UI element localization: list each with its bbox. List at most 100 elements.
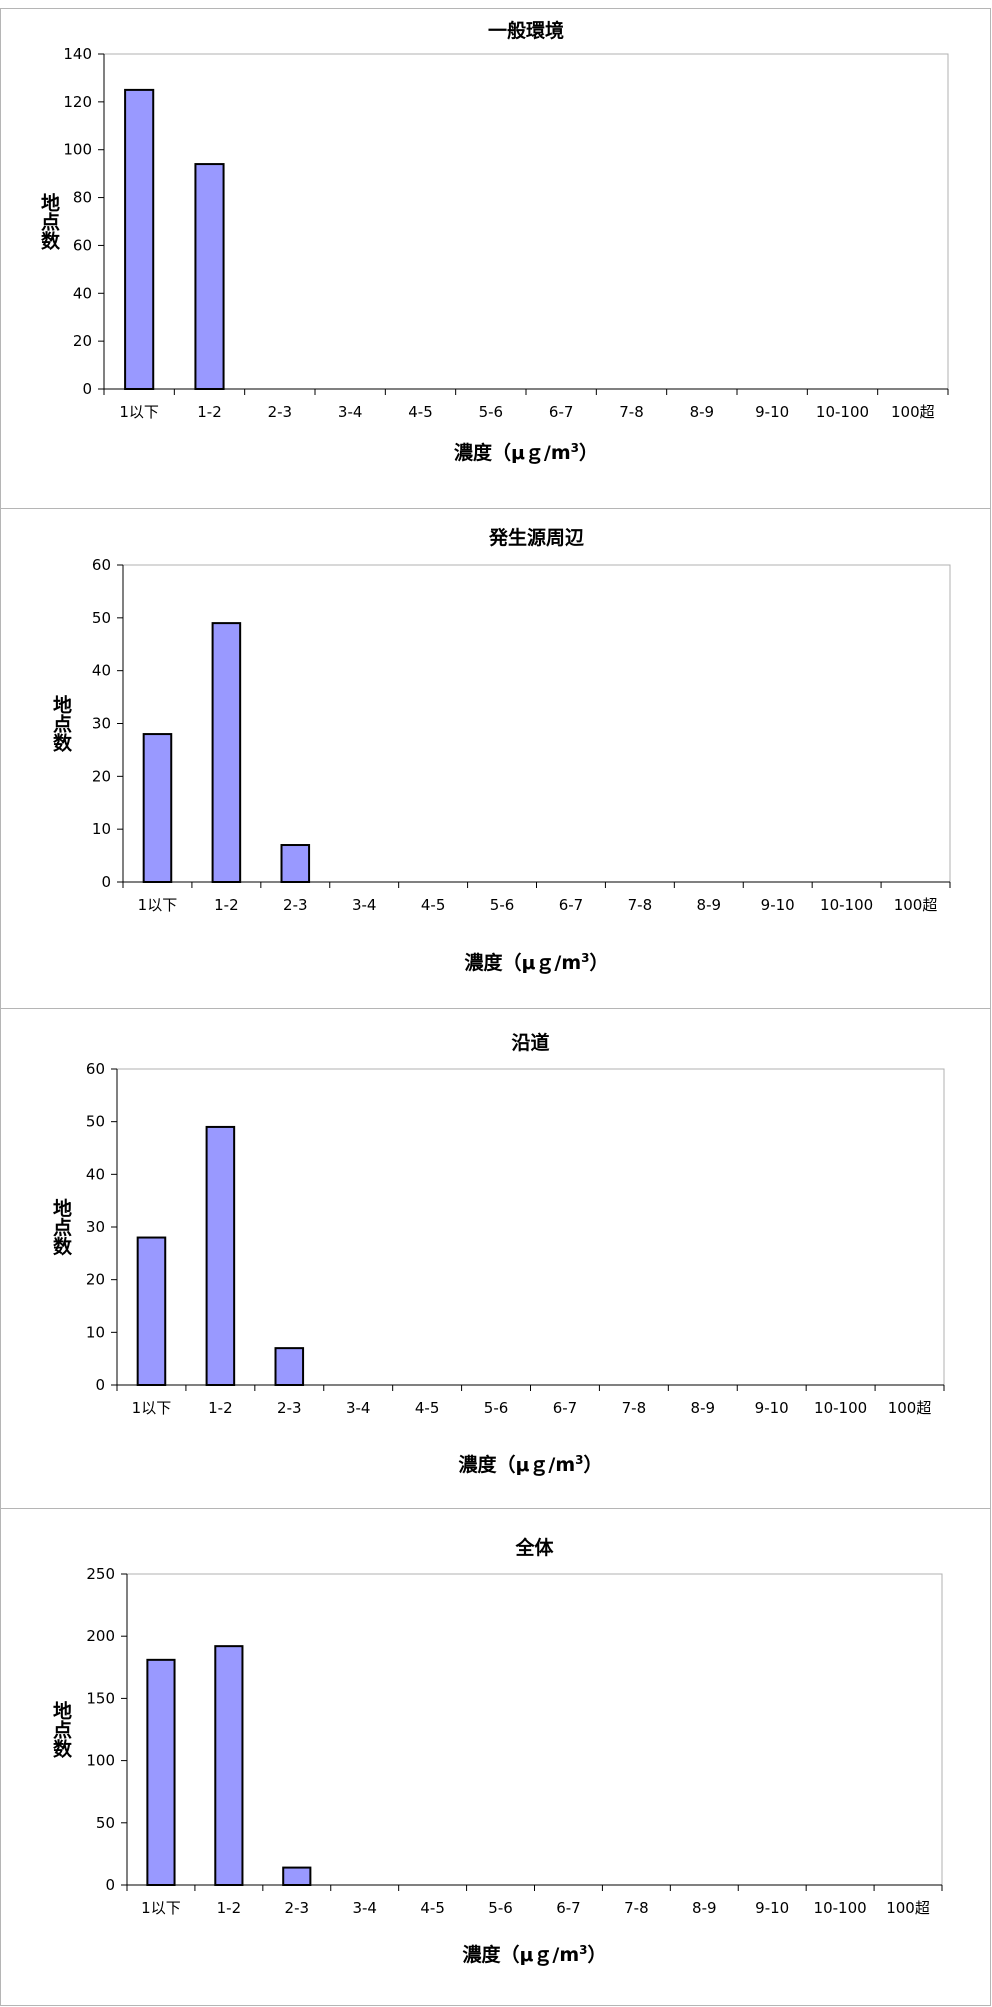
x-tick-label: 8-9	[690, 403, 715, 421]
plot-area	[116, 1068, 945, 1386]
bar	[282, 1866, 312, 1887]
chart-panel-roadside: 沿道 0 10 20 30 40 50 60 1以下 1-2 2-3 3-4 4-5 5-6 6-7 7-8 8…	[0, 1008, 991, 1508]
y-axis-label: 地点数	[38, 192, 60, 251]
x-tick-label: 6-7	[559, 896, 584, 914]
x-tick-label: 2-3	[283, 896, 308, 914]
plot-area	[103, 53, 949, 390]
x-axis-label: 濃度（μｇ/m3）	[462, 1943, 606, 1967]
chart-svg: 一般環境 0 20 40 60 80 100 120 140 1以下 1-2 2-3 3-4 4-5 5-6…	[38, 19, 949, 465]
y-axis-label: 地点数	[50, 694, 72, 753]
chart-title: 全体	[514, 1536, 554, 1559]
x-tick-label: 4-5	[420, 1899, 445, 1917]
x-tick-label: 8-9	[697, 896, 722, 914]
x-tick-label: 9-10	[755, 1899, 789, 1917]
bar	[214, 1645, 244, 1886]
x-tick-label: 4-5	[408, 403, 433, 421]
y-tick-label: 40	[92, 662, 111, 680]
x-tick-label: 10-100	[814, 1899, 867, 1917]
x-tick-label: 8-9	[691, 1399, 716, 1417]
x-tick-label: 1以下	[132, 1399, 172, 1417]
chart-title: 発生源周辺	[488, 526, 584, 549]
x-tick-label: 10-100	[816, 403, 869, 421]
x-tick-label: 6-7	[553, 1399, 578, 1417]
bar	[124, 88, 155, 391]
x-tick-label: 1-2	[217, 1899, 242, 1917]
y-tick-label: 60	[73, 236, 92, 254]
y-tick-label: 40	[86, 1165, 105, 1183]
x-tick-label: 7-8	[619, 403, 644, 421]
y-axis-label: 地点数	[50, 1197, 72, 1256]
x-tick-label: 10-100	[820, 896, 873, 914]
y-axis-label: 地点数	[50, 1700, 72, 1759]
y-tick-label: 100	[63, 141, 92, 159]
y-tick-label: 80	[73, 189, 92, 207]
x-tick-label: 2-3	[285, 1899, 310, 1917]
chart-panel-general-environment: 一般環境 0 20 40 60 80 100 120 140 1以下 1-2 2-3 3-4 4-5 5-6…	[0, 8, 991, 508]
x-tick-label: 3-4	[352, 1899, 377, 1917]
x-tick-label: 10-100	[814, 1399, 867, 1417]
x-tick-label: 4-5	[415, 1399, 440, 1417]
x-axis-label: 濃度（μｇ/m3）	[454, 441, 598, 465]
y-tick-label: 60	[92, 556, 111, 574]
x-tick-label: 5-6	[488, 1899, 513, 1917]
x-tick-label: 100超	[894, 896, 938, 914]
x-tick-label: 6-7	[556, 1899, 581, 1917]
x-tick-label: 1-2	[208, 1399, 233, 1417]
x-tick-label: 4-5	[421, 896, 446, 914]
y-tick-label: 20	[86, 1271, 105, 1289]
x-tick-label: 5-6	[479, 403, 504, 421]
x-tick-label: 100超	[891, 403, 935, 421]
y-tick-label: 50	[86, 1113, 105, 1131]
chart-panel-emission-source: 発生源周辺 0 10 20 30 40 50 60 1以下 1-2 2-3 3-4 4-5 5-6 6-7 7…	[0, 508, 991, 1008]
x-tick-label: 1-2	[197, 403, 222, 421]
x-tick-label: 9-10	[761, 896, 795, 914]
x-tick-label: 1以下	[141, 1899, 181, 1917]
y-tick-label: 20	[92, 767, 111, 785]
x-tick-label: 1-2	[214, 896, 239, 914]
y-tick-label: 0	[101, 873, 111, 891]
y-tick-label: 50	[92, 609, 111, 627]
bar	[205, 1125, 236, 1387]
y-tick-label: 10	[92, 820, 111, 838]
y-tick-label: 30	[86, 1218, 105, 1236]
x-tick-label: 6-7	[549, 403, 574, 421]
y-tick-label: 0	[95, 1376, 105, 1394]
x-tick-label: 5-6	[490, 896, 515, 914]
x-axis-label: 濃度（μｇ/m3）	[464, 951, 608, 975]
plot-area	[126, 1573, 943, 1886]
y-tick-label: 40	[73, 284, 92, 302]
y-tick-label: 0	[82, 380, 92, 398]
y-tick-label: 120	[63, 93, 92, 111]
bar	[280, 844, 311, 883]
x-tick-label: 2-3	[277, 1399, 302, 1417]
y-tick-label: 10	[86, 1323, 105, 1341]
y-tick-label: 50	[96, 1814, 115, 1832]
x-axis-label: 濃度（μｇ/m3）	[458, 1453, 602, 1477]
y-tick-label: 250	[86, 1565, 115, 1583]
x-tick-label: 7-8	[628, 896, 653, 914]
x-tick-label: 1以下	[138, 896, 178, 914]
bar	[211, 622, 242, 883]
chart-svg: 発生源周辺 0 10 20 30 40 50 60 1以下 1-2 2-3 3-4 4-5 5-6 6-7 7…	[50, 526, 951, 975]
y-tick-label: 30	[92, 715, 111, 733]
chart-title: 沿道	[511, 1031, 549, 1054]
x-tick-label: 8-9	[692, 1899, 717, 1917]
bar	[194, 163, 225, 390]
x-tick-label: 5-6	[484, 1399, 509, 1417]
plot-area	[122, 564, 951, 883]
chart-svg: 沿道 0 10 20 30 40 50 60 1以下 1-2 2-3 3-4 4-5 5-6 6-7 7-8 8…	[50, 1031, 945, 1477]
chart-panel-total: 全体 0 50 100 150 200 250 1以下 1-2 2-3 3-4 4-5 5-6 6-7 7-…	[0, 1508, 991, 2006]
y-tick-label: 140	[63, 45, 92, 63]
y-tick-label: 60	[86, 1060, 105, 1078]
y-tick-label: 200	[86, 1627, 115, 1645]
chart-title: 一般環境	[488, 19, 564, 42]
x-tick-label: 7-8	[624, 1899, 649, 1917]
bar	[274, 1347, 305, 1386]
x-tick-label: 1以下	[119, 403, 159, 421]
bar	[142, 733, 173, 883]
x-tick-label: 3-4	[338, 403, 363, 421]
y-tick-label: 20	[73, 332, 92, 350]
x-tick-label: 2-3	[268, 403, 293, 421]
bar	[146, 1658, 176, 1886]
y-tick-label: 150	[86, 1689, 115, 1707]
